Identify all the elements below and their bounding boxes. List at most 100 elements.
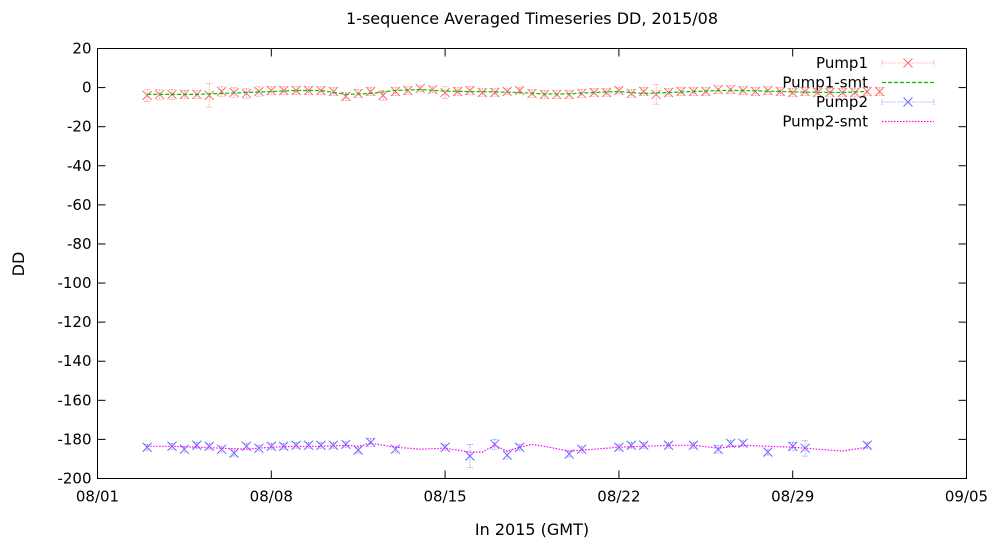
data-point <box>390 86 401 97</box>
data-point <box>638 440 649 451</box>
data-point <box>204 90 215 101</box>
legend-label: Pump1-smt <box>782 74 868 92</box>
x-tick-label: 08/01 <box>76 488 119 506</box>
series-line <box>147 88 868 96</box>
data-point <box>787 87 798 98</box>
data-point <box>241 88 252 99</box>
error-bar <box>380 90 387 101</box>
error-bar <box>653 84 660 105</box>
error-bar <box>206 83 213 108</box>
data-point <box>465 85 475 96</box>
data-point <box>142 90 153 101</box>
data-point <box>750 86 761 97</box>
data-point <box>204 441 215 452</box>
error-bar <box>466 443 473 469</box>
error-bar <box>168 89 175 100</box>
data-point <box>291 440 301 451</box>
data-point <box>874 86 885 97</box>
data-point <box>328 86 339 97</box>
data-point <box>390 444 401 455</box>
series-pump1-smt <box>147 88 868 96</box>
data-point <box>763 447 773 457</box>
series-pump2 <box>142 437 873 469</box>
series-layer <box>142 83 885 469</box>
data-point <box>316 440 326 451</box>
data-point <box>514 442 525 453</box>
data-point <box>229 448 239 458</box>
data-point <box>502 450 513 460</box>
data-point <box>725 438 736 449</box>
data-point <box>564 89 575 100</box>
data-point <box>800 86 810 97</box>
y-tick-label: -100 <box>57 274 91 292</box>
data-point <box>365 437 376 448</box>
axis-ticks: 200-20-40-60-80-100-120-140-160-180-2000… <box>57 40 988 506</box>
data-point <box>216 444 227 455</box>
data-point <box>775 86 786 97</box>
data-point <box>278 441 289 452</box>
y-tick-label: -180 <box>57 430 91 448</box>
legend-label: Pump1 <box>816 54 868 72</box>
data-point <box>626 440 637 451</box>
x-axis-label: In 2015 (GMT) <box>475 520 589 539</box>
data-point <box>514 85 525 96</box>
error-bar <box>156 89 163 100</box>
data-point <box>266 85 277 96</box>
legend-marker <box>903 58 913 68</box>
data-point <box>713 84 724 95</box>
data-point <box>440 442 450 453</box>
x-tick-label: 08/29 <box>771 488 814 506</box>
data-point <box>576 444 587 455</box>
data-point <box>477 87 488 98</box>
error-bar <box>231 87 238 98</box>
x-tick-label: 08/15 <box>423 488 466 506</box>
data-point <box>502 86 513 97</box>
y-tick-label: -20 <box>67 118 92 136</box>
y-tick-label: -80 <box>67 235 92 253</box>
y-tick-label: 20 <box>72 40 91 58</box>
data-point <box>713 444 724 455</box>
legend-label: Pump2-smt <box>782 113 868 131</box>
data-point <box>353 445 364 456</box>
data-point <box>638 86 649 97</box>
data-point <box>266 441 277 452</box>
y-axis-label: DD <box>9 252 28 277</box>
data-point <box>651 89 661 100</box>
data-point <box>663 440 674 451</box>
legend-marker <box>903 97 913 107</box>
data-point <box>316 85 326 96</box>
y-tick-label: -40 <box>67 157 92 175</box>
data-point <box>440 87 450 98</box>
data-point <box>191 440 202 451</box>
series-line <box>147 442 868 453</box>
data-point <box>465 451 475 461</box>
data-point <box>216 86 227 97</box>
data-point <box>738 438 748 449</box>
error-bar <box>255 86 262 97</box>
y-tick-label: -160 <box>57 391 91 409</box>
data-point <box>291 85 301 96</box>
data-point <box>340 439 351 450</box>
data-point <box>415 83 426 94</box>
data-point <box>378 90 388 101</box>
data-point <box>303 440 314 451</box>
data-point <box>142 442 153 453</box>
series-pump1 <box>142 83 885 108</box>
y-tick-label: 0 <box>82 79 92 97</box>
x-tick-label: 08/22 <box>597 488 640 506</box>
series-pump2-smt <box>147 442 868 453</box>
plot-frame <box>97 48 967 479</box>
x-tick-label: 08/08 <box>250 488 293 506</box>
y-tick-label: -60 <box>67 196 92 214</box>
data-point <box>825 87 835 98</box>
error-bar <box>491 439 498 450</box>
data-point <box>427 84 438 95</box>
data-point <box>303 85 314 96</box>
data-point <box>725 84 736 95</box>
data-point <box>278 85 289 96</box>
data-point <box>614 85 624 96</box>
x-tick-label: 09/05 <box>945 488 988 506</box>
legend-label: Pump2 <box>816 93 868 111</box>
